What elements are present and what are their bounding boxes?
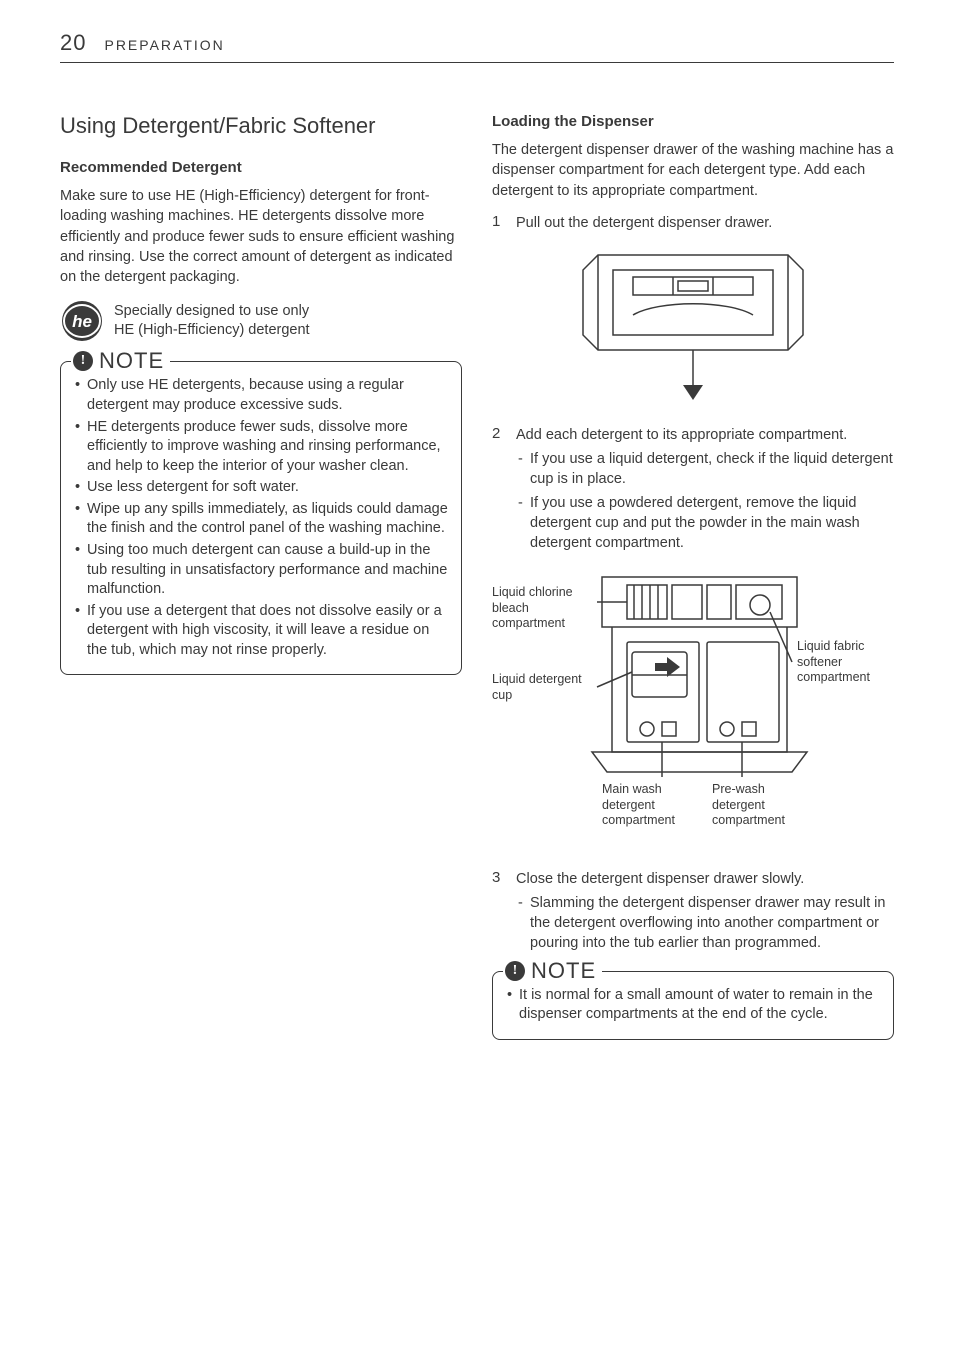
label-prewash: Pre-wash detergent compartment (712, 782, 812, 829)
note-label: NOTE (531, 958, 596, 984)
he-callout: he Specially designed to use only HE (Hi… (60, 299, 462, 343)
note-legend: ! NOTE (503, 958, 602, 984)
substep: Slamming the detergent dispenser drawer … (516, 893, 894, 953)
section-name: PREPARATION (104, 37, 224, 53)
info-icon: ! (505, 961, 525, 981)
he-line1: Specially designed to use only (114, 303, 309, 319)
note-list: Only use HE detergents, because using a … (73, 376, 449, 660)
drawer-pullout-icon (578, 245, 808, 405)
note-box-left: ! NOTE Only use HE detergents, because u… (60, 361, 462, 675)
subheading-recommended: Recommended Detergent (60, 159, 462, 176)
step-body: Close the detergent dispenser drawer slo… (516, 869, 894, 953)
left-column: Using Detergent/Fabric Softener Recommen… (60, 113, 462, 1040)
step-number: 2 (492, 425, 506, 553)
note-item: If you use a detergent that does not dis… (73, 602, 449, 661)
he-line2: HE (High-Efficiency) detergent (114, 322, 310, 338)
note-box-right: ! NOTE It is normal for a small amount o… (492, 971, 894, 1040)
intro-paragraph-right: The detergent dispenser drawer of the wa… (492, 140, 894, 201)
step-text: Close the detergent dispenser drawer slo… (516, 871, 804, 887)
label-fabric-softener: Liquid fabric softener compartment (797, 639, 892, 686)
step-number: 3 (492, 869, 506, 953)
two-column-layout: Using Detergent/Fabric Softener Recommen… (60, 113, 894, 1040)
step-1: 1 Pull out the detergent dispenser drawe… (492, 213, 894, 233)
dispenser-compartments-figure: Liquid chlorine bleach compartment Liqui… (492, 567, 894, 847)
note-item: Wipe up any spills immediately, as liqui… (73, 500, 449, 539)
note-item: Use less detergent for soft water. (73, 478, 449, 498)
he-logo-icon: he (60, 299, 104, 343)
note-item: Using too much detergent can cause a bui… (73, 541, 449, 600)
page-number: 20 (60, 30, 86, 56)
label-bleach: Liquid chlorine bleach compartment (492, 585, 597, 632)
step-text: Add each detergent to its appropriate co… (516, 427, 847, 443)
note-item: HE detergents produce fewer suds, dissol… (73, 418, 449, 477)
section-title: Using Detergent/Fabric Softener (60, 113, 462, 139)
svg-text:he: he (72, 312, 92, 331)
subheading-loading: Loading the Dispenser (492, 113, 894, 130)
step-body: Pull out the detergent dispenser drawer. (516, 213, 894, 233)
note-item: Only use HE detergents, because using a … (73, 376, 449, 415)
step-number: 1 (492, 213, 506, 233)
info-icon: ! (73, 351, 93, 371)
intro-paragraph: Make sure to use HE (High-Efficiency) de… (60, 186, 462, 287)
page-header: 20 PREPARATION (60, 30, 894, 63)
label-liquid-cup: Liquid detergent cup (492, 672, 597, 703)
note-legend: ! NOTE (71, 348, 170, 374)
dispenser-drawer-figure-1 (492, 245, 894, 405)
substep: If you use a liquid detergent, check if … (516, 449, 894, 489)
label-main-wash: Main wash detergent compartment (602, 782, 702, 829)
step-body: Add each detergent to its appropriate co… (516, 425, 894, 553)
right-column: Loading the Dispenser The detergent disp… (492, 113, 894, 1040)
step-2: 2 Add each detergent to its appropriate … (492, 425, 894, 553)
note-label: NOTE (99, 348, 164, 374)
step-3: 3 Close the detergent dispenser drawer s… (492, 869, 894, 953)
substep: If you use a powdered detergent, remove … (516, 493, 894, 553)
note-list: It is normal for a small amount of water… (505, 986, 881, 1025)
he-text: Specially designed to use only HE (High-… (114, 302, 310, 341)
note-item: It is normal for a small amount of water… (505, 986, 881, 1025)
